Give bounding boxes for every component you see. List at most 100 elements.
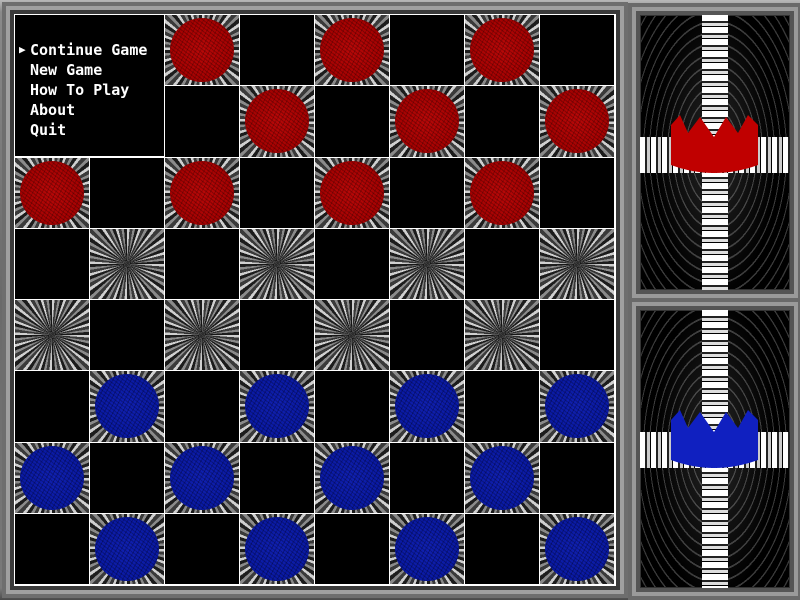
board-square[interactable] xyxy=(165,15,240,87)
board-square[interactable] xyxy=(465,371,540,443)
red-checker-piece[interactable] xyxy=(470,160,534,225)
menu-item-label: New Game xyxy=(30,61,103,79)
board-square[interactable] xyxy=(540,371,615,443)
board-square[interactable] xyxy=(465,15,540,87)
blue-checker-piece[interactable] xyxy=(470,445,534,510)
menu-item-new-game[interactable]: New Game xyxy=(15,60,164,80)
board-square[interactable] xyxy=(465,157,540,229)
red-checker-piece[interactable] xyxy=(20,160,84,225)
board-square[interactable] xyxy=(165,513,240,585)
menu-item-continue-game[interactable]: ▶ Continue Game xyxy=(15,40,164,60)
board-square[interactable] xyxy=(165,86,240,158)
board-square[interactable] xyxy=(465,442,540,514)
board-square[interactable] xyxy=(15,228,90,300)
board-square[interactable] xyxy=(240,228,315,300)
board-square[interactable] xyxy=(90,228,165,300)
blue-checker-piece[interactable] xyxy=(320,445,384,510)
red-checker-piece[interactable] xyxy=(545,89,609,154)
board-square[interactable] xyxy=(540,513,615,585)
board-square[interactable] xyxy=(240,371,315,443)
blue-crown-shape xyxy=(671,410,758,468)
board-square[interactable] xyxy=(540,442,615,514)
board-square[interactable] xyxy=(315,86,390,158)
board-square[interactable] xyxy=(465,228,540,300)
board-square[interactable] xyxy=(90,442,165,514)
board-square[interactable] xyxy=(390,300,465,372)
board-square[interactable] xyxy=(465,86,540,158)
board-square[interactable] xyxy=(465,513,540,585)
board-square[interactable] xyxy=(540,86,615,158)
red-checker-piece[interactable] xyxy=(170,18,234,83)
board-square[interactable] xyxy=(390,371,465,443)
board-square[interactable] xyxy=(315,15,390,87)
menu-item-quit[interactable]: Quit xyxy=(15,120,164,140)
board-square[interactable] xyxy=(390,228,465,300)
red-checker-piece[interactable] xyxy=(245,89,309,154)
crown-icon xyxy=(671,115,758,173)
board-square[interactable] xyxy=(540,228,615,300)
board-square[interactable] xyxy=(165,228,240,300)
selection-arrow-icon: ▶ xyxy=(19,43,26,56)
blue-checker-piece[interactable] xyxy=(395,374,459,439)
menu-item-label: Continue Game xyxy=(30,41,148,59)
board-square[interactable] xyxy=(390,442,465,514)
blue-checker-piece[interactable] xyxy=(20,445,84,510)
crown-icon xyxy=(671,410,758,468)
board-square[interactable] xyxy=(315,228,390,300)
checkers-board[interactable] xyxy=(14,14,616,586)
red-checker-piece[interactable] xyxy=(170,160,234,225)
board-square[interactable] xyxy=(165,157,240,229)
red-checker-piece[interactable] xyxy=(320,18,384,83)
blue-checker-piece[interactable] xyxy=(395,516,459,581)
board-square[interactable] xyxy=(315,300,390,372)
board-square[interactable] xyxy=(240,15,315,87)
board-square[interactable] xyxy=(15,513,90,585)
blue-checker-piece[interactable] xyxy=(245,374,309,439)
red-checker-piece[interactable] xyxy=(470,18,534,83)
blue-checker-piece[interactable] xyxy=(95,374,159,439)
blue-checker-piece[interactable] xyxy=(245,516,309,581)
board-square[interactable] xyxy=(165,371,240,443)
board-square[interactable] xyxy=(15,371,90,443)
board-square[interactable] xyxy=(15,300,90,372)
menu-item-label: About xyxy=(30,101,76,119)
board-square[interactable] xyxy=(165,442,240,514)
board-square[interactable] xyxy=(15,442,90,514)
red-player-panel xyxy=(640,15,790,290)
board-square[interactable] xyxy=(240,513,315,585)
board-square[interactable] xyxy=(315,442,390,514)
menu-item-how-to-play[interactable]: How To Play xyxy=(15,80,164,100)
blue-player-panel xyxy=(640,310,790,588)
board-square[interactable] xyxy=(240,300,315,372)
menu-item-about[interactable]: About xyxy=(15,100,164,120)
main-menu: ▶ Continue Game New Game How To Play Abou… xyxy=(15,15,165,157)
board-square[interactable] xyxy=(390,15,465,87)
board-square[interactable] xyxy=(540,15,615,87)
board-square[interactable] xyxy=(15,157,90,229)
board-square[interactable] xyxy=(315,157,390,229)
board-square[interactable] xyxy=(90,513,165,585)
board-square[interactable] xyxy=(240,442,315,514)
board-square[interactable] xyxy=(390,86,465,158)
blue-checker-piece[interactable] xyxy=(170,445,234,510)
board-square[interactable] xyxy=(540,157,615,229)
blue-checker-piece[interactable] xyxy=(545,516,609,581)
board-square[interactable] xyxy=(540,300,615,372)
board-square[interactable] xyxy=(90,371,165,443)
board-square[interactable] xyxy=(90,157,165,229)
blue-checker-piece[interactable] xyxy=(95,516,159,581)
menu-item-label: How To Play xyxy=(30,81,130,99)
board-square[interactable] xyxy=(465,300,540,372)
board-square[interactable] xyxy=(315,371,390,443)
board-square[interactable] xyxy=(240,157,315,229)
red-checker-piece[interactable] xyxy=(320,160,384,225)
board-square[interactable] xyxy=(90,300,165,372)
board-square[interactable] xyxy=(390,157,465,229)
board-square[interactable] xyxy=(240,86,315,158)
red-crown-shape xyxy=(671,115,758,173)
board-square[interactable] xyxy=(165,300,240,372)
board-square[interactable] xyxy=(315,513,390,585)
red-checker-piece[interactable] xyxy=(395,89,459,154)
blue-checker-piece[interactable] xyxy=(545,374,609,439)
board-square[interactable] xyxy=(390,513,465,585)
